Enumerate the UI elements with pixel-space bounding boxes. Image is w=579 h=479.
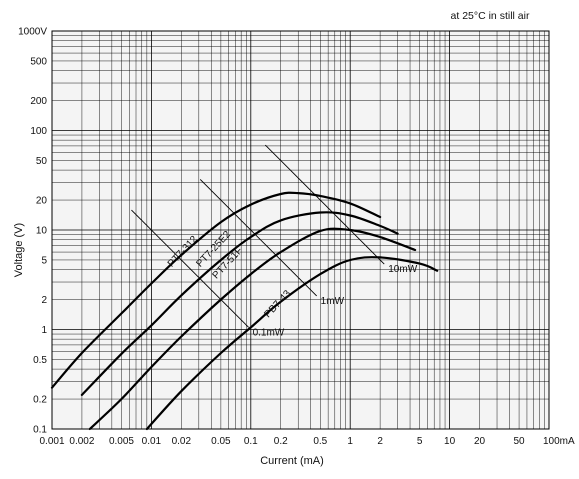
power-line-label: 1mW <box>321 296 345 307</box>
x-tick-label: 1 <box>347 436 353 447</box>
y-tick-label: 1000V <box>18 27 47 38</box>
series-line <box>88 227 417 431</box>
x-tick-label: 100mA <box>543 436 575 447</box>
y-tick-label: 5 <box>41 255 47 266</box>
y-tick-label: 2 <box>41 295 47 306</box>
power-line-label: 10mW <box>388 264 417 275</box>
series-line <box>145 256 439 431</box>
x-tick-label: 0.002 <box>69 436 94 447</box>
y-axis-label: Voltage (V) <box>13 223 25 277</box>
y-tick-label: 20 <box>36 196 48 207</box>
x-tick-label: 0.001 <box>39 436 64 447</box>
y-tick-label: 200 <box>30 96 47 107</box>
power-line <box>131 209 249 328</box>
x-tick-labels: 0.001 0.002 0.005 0.01 0.02 0.05 0.1 0.2 0.5 1 2 5 1… <box>39 436 575 447</box>
series-line <box>80 211 399 396</box>
y-tick-label: 0.2 <box>33 395 47 406</box>
x-tick-label: 2 <box>377 436 383 447</box>
y-tick-label: 50 <box>36 156 48 167</box>
y-tick-label: 0.5 <box>33 355 47 366</box>
x-tick-label: 50 <box>514 436 526 447</box>
power-line <box>199 179 317 297</box>
y-tick-label: 1 <box>41 325 47 336</box>
x-tick-label: 0.1 <box>244 436 258 447</box>
power-line <box>265 144 385 265</box>
power-line-label: 0.1mW <box>253 327 285 338</box>
x-tick-label: 0.2 <box>274 436 288 447</box>
x-axis-label: Current (mA) <box>260 455 324 467</box>
power-lines <box>131 144 385 328</box>
condition-note: at 25°C in still air <box>451 10 530 22</box>
y-tick-label: 500 <box>30 56 47 67</box>
x-tick-label: 5 <box>417 436 423 447</box>
y-tick-label: 100 <box>30 126 47 137</box>
y-tick-labels: 0.1 0.2 0.5 1 2 5 10 20 50 100 200 500 1000V <box>18 27 47 436</box>
y-tick-label: 10 <box>36 226 48 237</box>
x-tick-label: 0.5 <box>313 436 327 447</box>
x-tick-label: 0.01 <box>142 436 162 447</box>
x-tick-label: 0.005 <box>109 436 134 447</box>
x-tick-label: 10 <box>444 436 456 447</box>
x-tick-label: 0.02 <box>172 436 192 447</box>
y-tick-label: 0.1 <box>33 425 47 436</box>
x-tick-label: 0.05 <box>211 436 231 447</box>
series-line <box>50 191 382 389</box>
curves <box>50 191 439 431</box>
plot-frame <box>51 30 550 430</box>
x-tick-label: 20 <box>474 436 486 447</box>
